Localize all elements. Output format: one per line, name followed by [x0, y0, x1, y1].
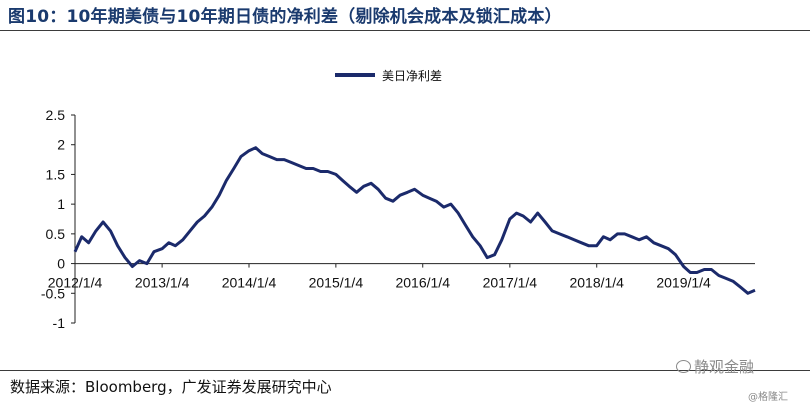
y-tick-label: 1.5 — [46, 166, 66, 182]
x-axis — [74, 263, 755, 268]
page-title: 图10：10年期美债与10年期日债的净利差（剔除机会成本及锁汇成本） — [8, 7, 562, 27]
wechat-icon — [676, 360, 691, 373]
watermark-text: 静观金融 — [694, 358, 755, 376]
y-tick-label: -0.5 — [41, 285, 65, 301]
source-note: 数据来源：Bloomberg，广发证券发展研究中心 — [10, 378, 332, 396]
y-tick-label: -1 — [53, 315, 66, 331]
legend-label: 美日净利差 — [382, 69, 442, 83]
chart-area: 美日净利差 2.5 2 1.5 1 0.5 0 -0.5 -1 2012/1/4 2013/1/… — [41, 69, 756, 331]
series-line — [73, 146, 756, 295]
footer-divider — [0, 370, 810, 371]
x-tick-label: 2012/1/4 — [48, 275, 103, 291]
x-tick-label: 2015/1/4 — [309, 275, 364, 291]
x-tick-label: 2016/1/4 — [395, 275, 450, 291]
x-tick-label: 2018/1/4 — [569, 275, 624, 291]
y-tick-label: 2.5 — [46, 107, 66, 123]
legend: 美日净利差 — [335, 69, 442, 83]
title-divider — [0, 30, 810, 31]
y-tick-label: 2 — [57, 137, 65, 153]
watermark: 静观金融 — [676, 356, 754, 377]
y-tick-label: 1 — [57, 196, 65, 212]
x-tick-label: 2019/1/4 — [656, 275, 711, 291]
y-tick-label: 0 — [57, 256, 65, 272]
x-tick-label: 2013/1/4 — [135, 275, 190, 291]
x-tick-label: 2017/1/4 — [483, 275, 538, 291]
y-axis: 2.5 2 1.5 1 0.5 0 -0.5 -1 — [41, 107, 76, 331]
watermark-sub: @格隆汇 — [748, 392, 788, 403]
x-tick-label: 2014/1/4 — [222, 275, 277, 291]
y-tick-label: 0.5 — [46, 226, 66, 242]
series-layer: 2012/1/4 2013/1/4 2014/1/4 2015/1/4 2016/1/4… — [48, 146, 756, 295]
